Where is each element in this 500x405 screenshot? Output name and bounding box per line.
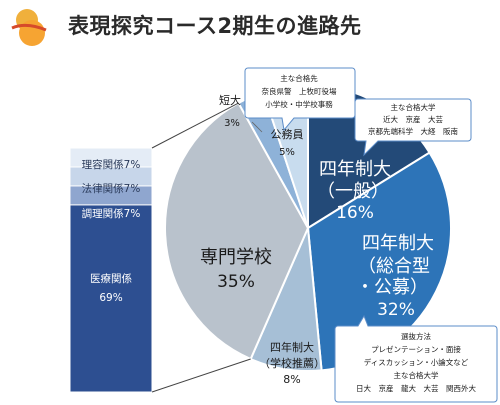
slice-label-senmon: 専門学校	[200, 247, 272, 268]
slice-label-sogo: 四年制大	[362, 233, 434, 254]
callout-sogo-line: 日大 京産 龍大 大芸 関西外大	[356, 383, 476, 393]
callout-sogo: 選抜方法 プレゼンテーション・面接 ディスカッション・小論文など 主な合格大学 …	[334, 314, 498, 403]
tandai-leader-line	[251, 121, 263, 133]
breakout-connector	[151, 102, 251, 393]
callouts: 主な合格先 奈良県警 上牧町役場 小学校・中学校事務 主な合格大学 近大 京産 …	[244, 67, 498, 403]
callout-sogo-line: プレゼンテーション・面接	[371, 344, 461, 354]
slice-pct-tandai: 3%	[224, 118, 240, 129]
stacked-bar	[69, 147, 153, 393]
callout-koumuin-line: 主な合格先	[280, 73, 318, 83]
bar-label-horitsu: 法律関係7%	[82, 182, 141, 195]
gourd-icon	[11, 9, 47, 46]
callout-sogo-line: ディスカッション・小論文など	[364, 357, 469, 367]
slice-pct-senmon: 35%	[217, 272, 255, 292]
slice-label-ippan: （一般）	[317, 181, 389, 202]
slice-label-tandai: 短大	[219, 93, 241, 107]
slice-label-sogo: ・公募）	[356, 277, 428, 298]
slice-pct-ippan: 16%	[336, 203, 374, 223]
connector-line-top	[151, 102, 239, 149]
callout-ippan-line: 京都先端科学 大経 阪南	[368, 126, 458, 136]
title-bar: 表現探究コース2期生の進路先	[6, 6, 494, 46]
callout-sogo-line: 主な合格大学	[394, 370, 439, 380]
slice-pct-sogo: 32%	[377, 300, 415, 320]
bar-label-iryo-pct: 69%	[99, 292, 122, 304]
callout-koumuin-line: 小学校・中学校事務	[265, 99, 333, 109]
connector-line-bottom	[151, 358, 251, 393]
bar-label-iryo: 医療関係	[90, 272, 132, 285]
pie-chart	[164, 83, 452, 372]
slice-pct-suisen: 8%	[283, 373, 300, 386]
pie-labels: 四年制大 （一般） 16% 四年制大 （総合型 ・公募） 32% 四年制大 （学…	[200, 93, 434, 386]
slice-label-suisen: 四年制大	[270, 340, 314, 354]
slice-senmon	[164, 101, 310, 361]
callout-sogo-line: 選抜方法	[401, 331, 431, 341]
bar-label-rikei: 理容関係7%	[82, 158, 141, 171]
slice-label-ippan: 四年制大	[319, 159, 391, 180]
bar-segment-iryo	[69, 204, 153, 393]
slice-pct-koumuin: 5%	[279, 147, 295, 158]
callout-ippan-line: 主な合格大学	[391, 102, 436, 112]
bar-labels: 理容関係7% 法律関係7% 調理関係7% 医療関係 69%	[82, 158, 141, 304]
slice-label-koumuin: 公務員	[271, 127, 304, 141]
slice-label-suisen: （学校推薦）	[259, 356, 325, 370]
callout-ippan-line: 近大 京産 大芸	[383, 114, 443, 124]
bar-label-chori: 調理関係7%	[82, 207, 141, 220]
page-title: 表現探究コース2期生の進路先	[68, 14, 362, 38]
callout-koumuin: 主な合格先 奈良県警 上牧町役場 小学校・中学校事務	[244, 67, 356, 132]
callout-ippan: 主な合格大学 近大 京産 大芸 京都先端科学 大経 阪南	[354, 98, 472, 157]
slice-label-sogo: （総合型	[358, 256, 430, 277]
callout-koumuin-line: 奈良県警 上牧町役場	[262, 86, 337, 96]
